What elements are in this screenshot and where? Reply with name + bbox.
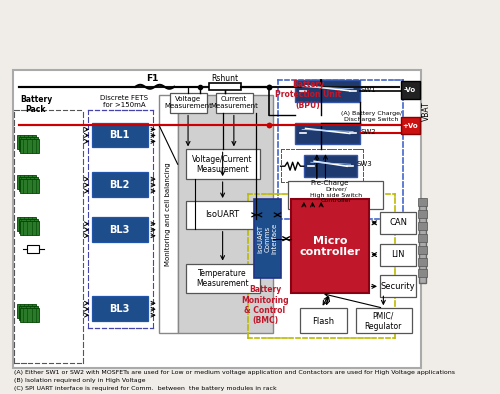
Bar xyxy=(356,308,412,333)
Bar xyxy=(92,172,148,197)
Bar xyxy=(170,93,207,113)
Text: Temperature
Measurement: Temperature Measurement xyxy=(196,269,249,288)
Text: Voltage
Measurement: Voltage Measurement xyxy=(164,96,212,109)
Bar xyxy=(418,210,426,218)
Text: Rshunt: Rshunt xyxy=(211,74,238,84)
Text: PMIC/
Regulator: PMIC/ Regulator xyxy=(364,311,402,331)
Bar xyxy=(20,139,40,153)
Text: Battery
Monitoring
& Control
(BMC): Battery Monitoring & Control (BMC) xyxy=(241,285,289,325)
Bar xyxy=(295,80,360,102)
Bar xyxy=(400,81,419,99)
Text: BL3: BL3 xyxy=(110,304,130,314)
Bar xyxy=(300,308,347,333)
Text: CAN: CAN xyxy=(389,218,407,227)
Text: Discrete FETS
for >150mA: Discrete FETS for >150mA xyxy=(100,95,148,108)
Text: Security: Security xyxy=(380,282,416,291)
Bar xyxy=(28,245,40,253)
Bar xyxy=(17,136,36,149)
Bar xyxy=(304,155,358,177)
Text: IsoUART: IsoUART xyxy=(206,210,240,219)
Text: Battery
Protection Unit
(BPU): Battery Protection Unit (BPU) xyxy=(275,80,341,110)
Text: (B) Isolation required only in High Voltage: (B) Isolation required only in High Volt… xyxy=(14,378,146,383)
Text: BL2: BL2 xyxy=(110,180,130,190)
Text: Flash: Flash xyxy=(312,317,334,325)
Text: Battery
Pack: Battery Pack xyxy=(20,95,52,114)
Bar xyxy=(418,245,426,254)
Bar xyxy=(92,123,148,147)
Bar xyxy=(20,221,40,235)
Bar xyxy=(209,83,241,90)
Text: Pre-Charge: Pre-Charge xyxy=(310,180,349,186)
Text: LIN: LIN xyxy=(392,250,405,259)
Text: SW3: SW3 xyxy=(356,161,372,167)
Bar xyxy=(17,175,36,189)
Bar xyxy=(418,258,426,266)
Bar xyxy=(418,222,426,230)
Bar xyxy=(419,199,426,283)
Text: VBAT: VBAT xyxy=(422,102,431,121)
Text: Voltage/Current
Measurement: Voltage/Current Measurement xyxy=(192,154,253,174)
Bar xyxy=(18,219,38,233)
Bar xyxy=(18,306,38,320)
Bar xyxy=(18,138,38,151)
Text: SW1: SW1 xyxy=(361,87,376,93)
Bar xyxy=(295,123,360,144)
Text: BL3: BL3 xyxy=(110,225,130,235)
Bar xyxy=(380,243,416,266)
Bar xyxy=(418,198,426,206)
Bar xyxy=(186,201,260,229)
Bar xyxy=(18,177,38,191)
Bar xyxy=(92,217,148,242)
Text: (A) Battery Charge/
Discharge Switch: (A) Battery Charge/ Discharge Switch xyxy=(340,111,402,122)
Bar xyxy=(254,199,281,279)
Bar xyxy=(380,212,416,234)
Bar xyxy=(20,308,40,322)
Bar xyxy=(92,296,148,321)
Bar xyxy=(17,217,36,231)
Bar xyxy=(186,149,260,179)
Bar xyxy=(17,304,36,318)
Text: -Vo: -Vo xyxy=(404,87,416,93)
Bar xyxy=(291,199,368,293)
Text: (A) Either SW1 or SW2 with MOSFETs are used for Low or medium voltage applicatio: (A) Either SW1 or SW2 with MOSFETs are u… xyxy=(14,370,456,375)
Text: F1: F1 xyxy=(146,74,159,84)
Text: IsoUART
Comms
Interface: IsoUART Comms Interface xyxy=(258,223,278,255)
Text: (C) SPI UART interface is required for Comm.  between  the battery modules in ra: (C) SPI UART interface is required for C… xyxy=(14,386,277,391)
Bar xyxy=(216,93,253,113)
Text: BL1: BL1 xyxy=(110,130,130,140)
Bar xyxy=(418,234,426,242)
Bar xyxy=(400,117,419,134)
Text: Driver/
High side Switch
Controller: Driver/ High side Switch Controller xyxy=(310,187,362,203)
Bar xyxy=(158,95,178,333)
Text: Micro
controller: Micro controller xyxy=(300,236,360,257)
Bar xyxy=(20,179,40,193)
Bar xyxy=(178,95,272,333)
Bar xyxy=(380,275,416,297)
Bar xyxy=(186,264,260,293)
Text: +Vo: +Vo xyxy=(402,123,418,128)
Bar xyxy=(288,181,384,209)
Bar xyxy=(12,70,420,368)
Text: Current
Measurement: Current Measurement xyxy=(210,96,258,109)
Text: SW2: SW2 xyxy=(361,130,376,136)
Bar xyxy=(418,269,426,277)
Text: Monitoring and cell balancing: Monitoring and cell balancing xyxy=(165,162,171,266)
